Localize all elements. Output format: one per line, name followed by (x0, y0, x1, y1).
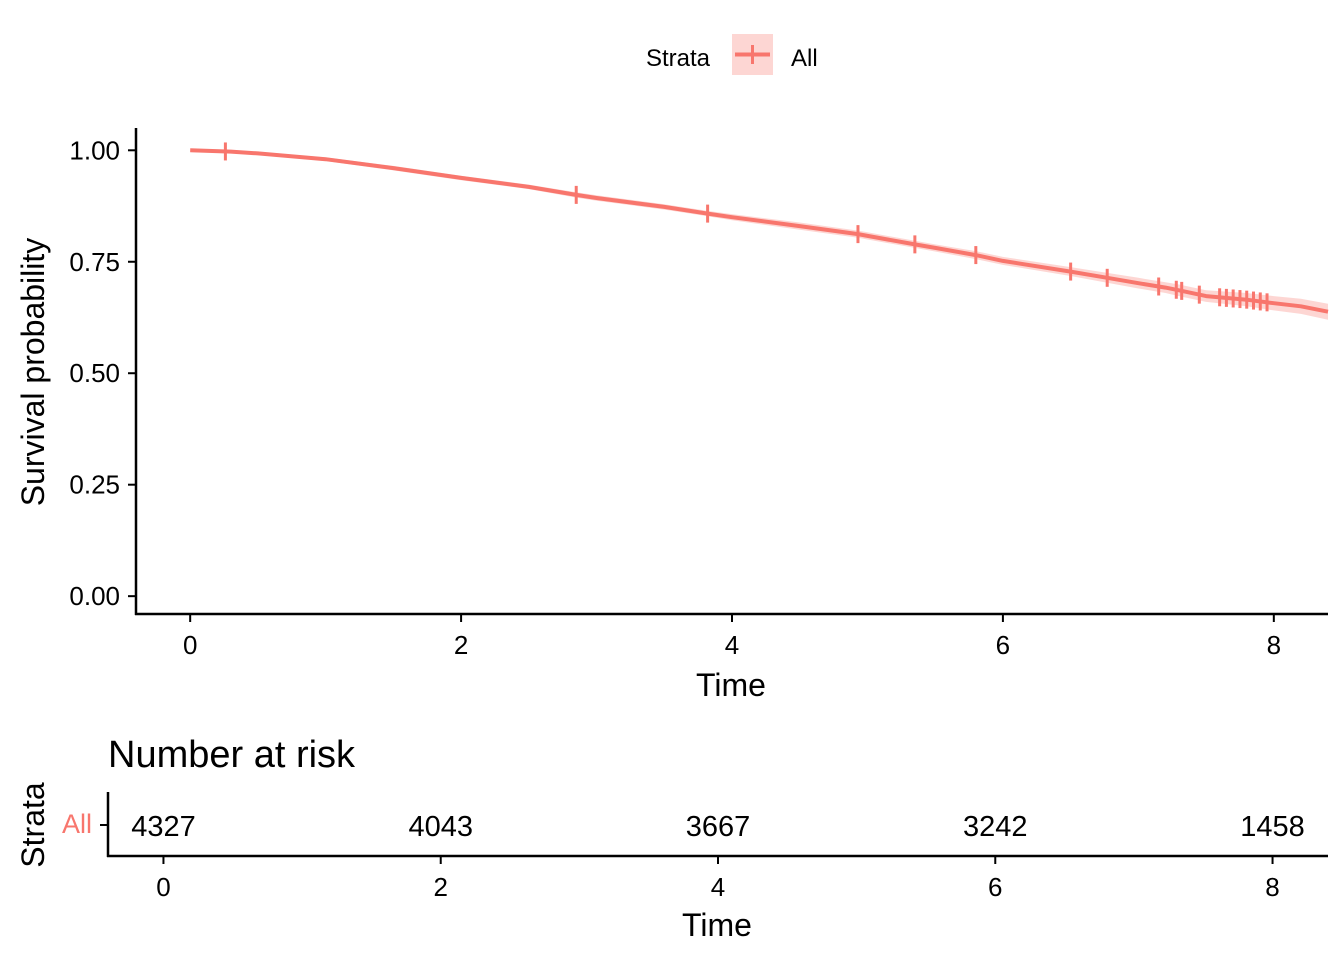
confidence-band (190, 150, 1329, 320)
risk-count: 4043 (408, 811, 473, 843)
survival-x-axis-title: Time (696, 667, 766, 703)
survival-x-tick-label: 8 (1267, 630, 1281, 660)
legend-title: Strata (646, 45, 711, 72)
survival-x-tick-label: 4 (725, 630, 739, 660)
risk-table-x-tick-label: 4 (711, 872, 725, 902)
survival-plot: 0.00 0.25 0.50 0.75 1.00 0 2 4 6 8 Time Survival … (15, 128, 1329, 703)
survival-x-tick-label: 0 (183, 630, 197, 660)
risk-table-row-label: All (62, 809, 92, 839)
censor-marks-group (223, 142, 1269, 312)
survival-y-tick-label: 0.50 (69, 358, 120, 388)
survival-x-tick-label: 6 (996, 630, 1010, 660)
legend-label: All (791, 45, 818, 72)
survival-y-tick-label: 1.00 (69, 135, 120, 165)
risk-table-axes: 0 2 4 6 8 (100, 792, 1328, 902)
survival-y-tick-label: 0.00 (69, 581, 120, 611)
confidence-band-group (190, 150, 1329, 320)
survival-axes: 0.00 0.25 0.50 0.75 1.00 0 2 4 6 8 (69, 128, 1328, 660)
risk-table-x-tick-label: 0 (156, 872, 170, 902)
survival-y-tick-label: 0.75 (69, 247, 120, 277)
risk-table: Number at risk 0 2 4 6 8 4327 4043 3667 3242 145… (15, 734, 1328, 943)
risk-table-x-tick-label: 6 (988, 872, 1002, 902)
legend: Strata All (646, 34, 818, 75)
risk-table-title: Number at risk (108, 734, 356, 776)
survival-x-tick-label: 2 (454, 630, 468, 660)
risk-count: 3242 (963, 811, 1028, 843)
risk-count: 1458 (1240, 811, 1305, 843)
survival-y-tick-label: 0.25 (69, 470, 120, 500)
risk-table-x-tick-label: 8 (1265, 872, 1279, 902)
risk-table-x-tick-label: 2 (433, 872, 447, 902)
risk-count: 3667 (686, 811, 751, 843)
survival-y-axis-title: Survival probability (15, 238, 51, 507)
survival-curve (190, 148, 1329, 314)
risk-table-x-axis-title: Time (682, 907, 752, 943)
risk-table-values: 4327 4043 3667 3242 1458 (131, 811, 1305, 843)
risk-table-y-axis-title: Strata (15, 782, 51, 868)
risk-count: 4327 (131, 811, 196, 843)
survival-curve-group (190, 148, 1329, 314)
